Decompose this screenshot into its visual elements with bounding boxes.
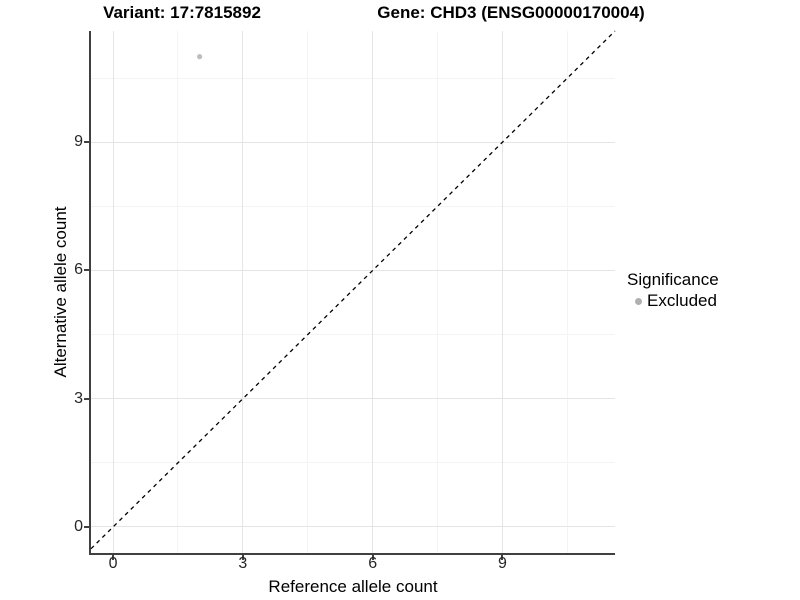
y-axis-title: Alternative allele count (51, 206, 70, 378)
x-tick-label: 6 (368, 555, 378, 572)
x-tick-mark (501, 555, 504, 560)
y-tick-label: 3 (74, 389, 83, 407)
x-minor-gridline (177, 31, 179, 553)
legend-item-label: Excluded (647, 291, 717, 310)
y-major-gridline (91, 141, 615, 143)
x-tick-label: 3 (238, 555, 248, 572)
x-major-gridline (112, 31, 114, 553)
gene-title: Gene: CHD3 (ENSG00000170004) (377, 3, 645, 22)
x-minor-gridline (437, 31, 439, 553)
y-major-gridline (91, 398, 615, 400)
y-major-gridline (91, 269, 615, 271)
data-point (197, 54, 203, 60)
x-tick-mark (112, 555, 115, 560)
legend: Significance Excluded (627, 270, 719, 311)
legend-title: Significance (627, 270, 719, 289)
y-tick-label: 9 (74, 133, 83, 151)
variant-title: Variant: 17:7815892 (103, 3, 261, 22)
x-major-gridline (501, 31, 503, 553)
y-minor-gridline (91, 334, 615, 336)
y-tick-mark (84, 141, 89, 144)
y-minor-gridline (91, 462, 615, 464)
x-axis-line (89, 553, 615, 555)
identity-reference-line (90, 30, 616, 550)
x-axis-title: Reference allele count (268, 577, 438, 596)
y-minor-gridline (91, 77, 615, 79)
y-tick-mark (84, 269, 89, 272)
x-minor-gridline (307, 31, 309, 553)
data-layer (90, 30, 616, 550)
y-axis-line (89, 31, 91, 555)
x-tick-label: 0 (108, 555, 118, 572)
plot-panel: 0 3 6 9 0 3 6 9 Reference allele count Alternat… (51, 30, 616, 596)
y-tick-label: 6 (74, 261, 83, 279)
x-minor-gridline (566, 31, 568, 553)
x-tick-label: 9 (498, 555, 507, 572)
y-major-gridline (91, 526, 615, 528)
y-tick-mark (84, 525, 89, 528)
excluded-point-icon (635, 297, 642, 305)
x-major-gridline (372, 31, 374, 553)
legend-item-excluded: Excluded (627, 291, 719, 311)
y-minor-gridline (91, 205, 615, 207)
x-tick-mark (241, 555, 244, 560)
x-major-gridline (242, 31, 244, 553)
y-tick-mark (84, 397, 89, 400)
x-tick-mark (371, 555, 374, 560)
y-tick-label: 0 (74, 517, 83, 535)
